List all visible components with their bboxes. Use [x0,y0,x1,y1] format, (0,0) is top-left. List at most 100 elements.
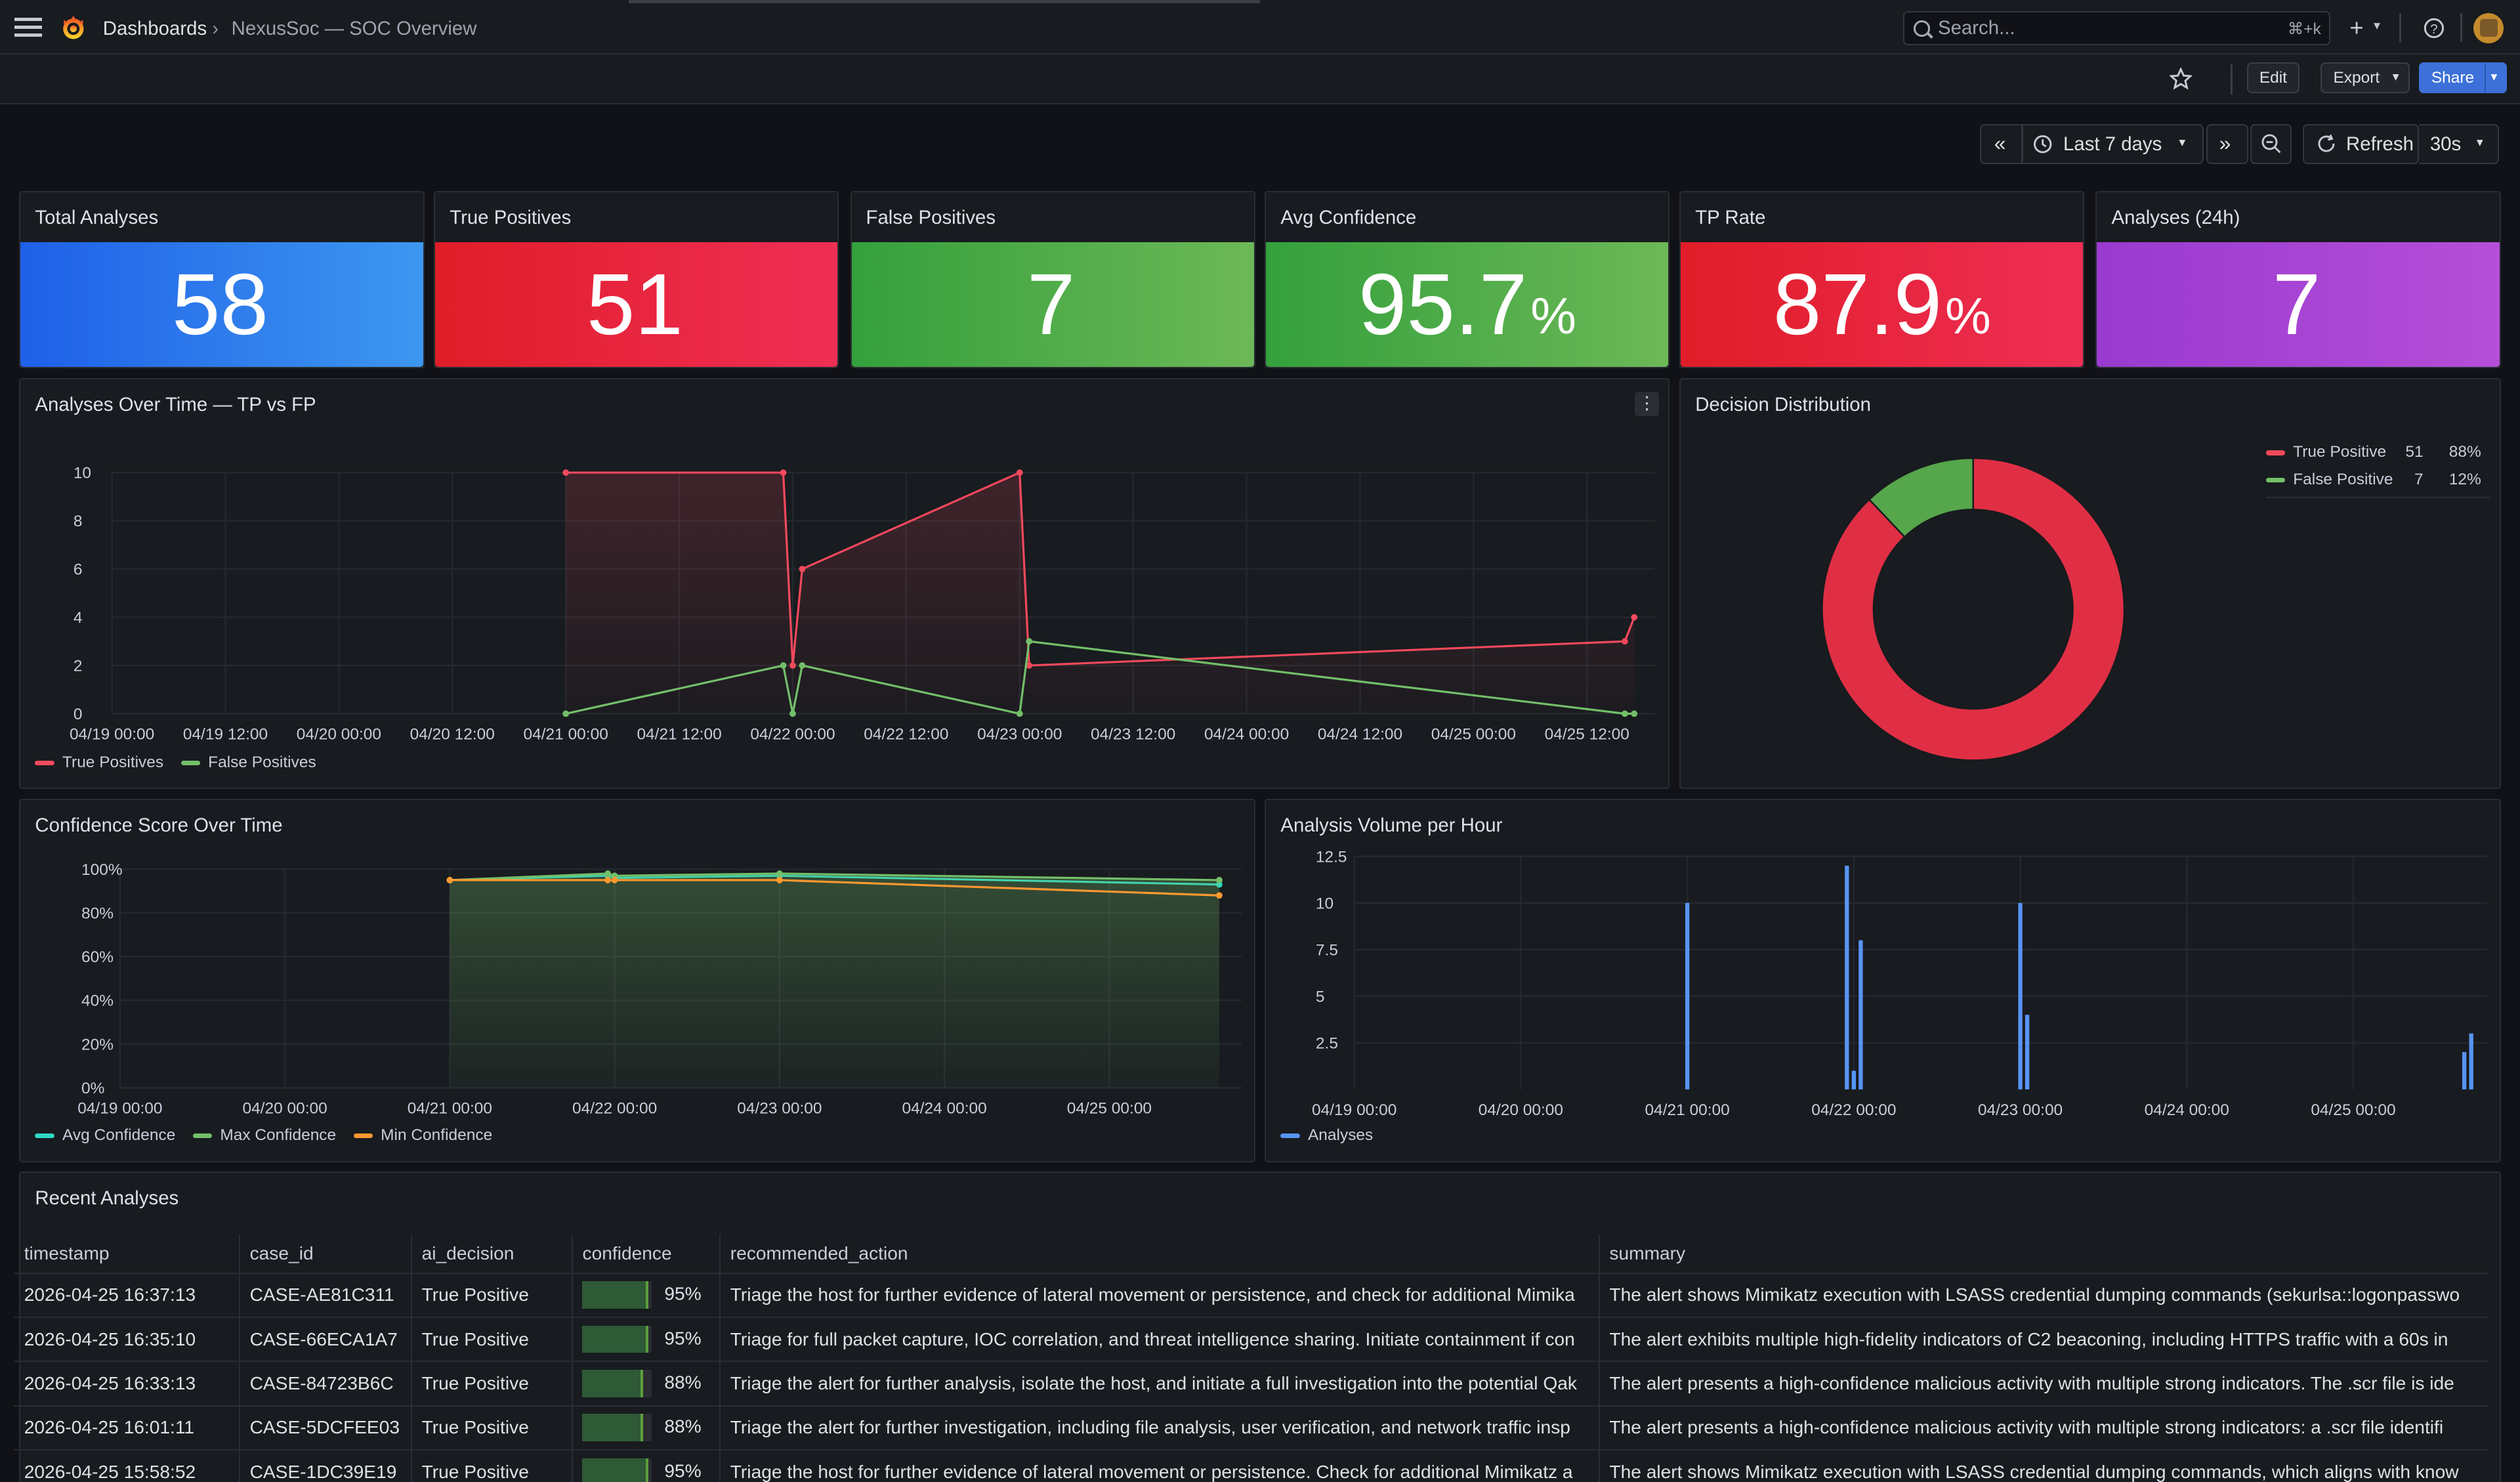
table-row[interactable]: 2026-04-25 16:33:13 CASE-84723B6C True Pos… [14,1361,2488,1406]
bar [2018,902,2023,1090]
refresh-interval-label: 30s [2429,133,2462,155]
cell-summary: The alert presents a high-confidence mal… [1599,1405,2488,1450]
dashboard-toolbar: Edit Export ▾ Share ▾ [0,54,2520,105]
breadcrumb-separator: › [212,17,219,39]
search-input[interactable]: Search... ⌘+k [1902,11,2330,45]
stat-value-area: 7 [2097,242,2500,367]
x-tick-label: 04/25 12:00 [1545,725,1629,743]
data-point [1631,614,1638,620]
stat-panel[interactable]: Total Analyses 58 [19,191,425,368]
time-range-label: Last 7 days [2063,133,2162,155]
stat-title: TP Rate [1695,207,1766,229]
data-point [446,877,453,883]
legend-value: 7 [2414,471,2424,489]
y-tick-label: 2.5 [1316,1035,1338,1053]
panel-title: Decision Distribution [1695,393,1871,415]
confidence-chart-panel[interactable]: Confidence Score Over Time 04/19 00:00 04… [19,799,1255,1162]
share-button[interactable]: Share [2418,62,2487,93]
x-tick-label: 04/21 00:00 [1645,1101,1730,1119]
cell-summary: The alert exhibits multiple high-fidelit… [1599,1316,2488,1362]
share-menu-button[interactable]: ▾ [2485,62,2508,93]
column-header[interactable]: case_id [239,1234,412,1273]
table-row[interactable]: 2026-04-25 16:35:10 CASE-66ECA1A7 True Pos… [14,1316,2488,1362]
search-placeholder: Search... [1938,17,2015,39]
star-icon[interactable] [2170,67,2193,90]
stat-unit: % [1530,286,1576,345]
divider [2460,12,2462,42]
cell-ai-decision: True Positive [411,1405,573,1450]
x-tick-label: 04/22 00:00 [751,725,835,743]
refresh-label: Refresh [2346,133,2414,155]
panel-menu-icon[interactable]: ⋮ [1635,392,1659,416]
legend-item[interactable]: False Positive 7 12% [2265,471,2491,498]
cell-confidence: 95% [572,1272,721,1317]
data-point [562,709,570,717]
zoom-out-button[interactable] [2250,123,2292,164]
legend-item[interactable]: Avg Confidence [35,1126,175,1144]
stat-panel[interactable]: TP Rate 87.9% [1679,191,2085,368]
stat-panel[interactable]: False Positives 7 [850,191,1255,368]
x-tick-label: 04/24 00:00 [902,1100,987,1118]
legend-item[interactable]: True Positives [35,753,163,771]
table-row[interactable]: 2026-04-25 16:37:13 CASE-AE81C311 True Pos… [14,1272,2488,1317]
cell-ai-decision: True Positive [411,1449,573,1482]
decision-pie-panel[interactable]: Decision Distribution True Positive 51 8… [1679,377,2501,790]
volume-chart-panel[interactable]: Analysis Volume per Hour 04/19 00:00 04/2… [1265,799,2501,1162]
help-icon[interactable]: ? [2424,18,2445,39]
table-row[interactable]: 2026-04-25 15:58:52 CASE-1DC39E19 True Pos… [14,1449,2488,1482]
confidence-value: 88% [664,1416,702,1437]
export-button[interactable]: Export ▾ [2320,62,2410,93]
time-picker[interactable]: « Last 7 days ▾ [1980,123,2204,164]
avatar[interactable] [2473,12,2504,44]
column-header[interactable]: timestamp [14,1234,240,1273]
chevron-down-icon[interactable]: ▾ [2374,18,2380,33]
y-tick-label: 40% [81,992,114,1010]
cell-summary: The alert shows Mimikatz execution with … [1599,1272,2488,1317]
data-point [789,709,797,717]
tpfp-chart-panel[interactable]: Analyses Over Time — TP vs FP ⋮ 04/19 00… [19,377,1670,790]
legend-item[interactable]: Max Confidence [192,1126,336,1144]
breadcrumb-dashboards[interactable]: Dashboards [102,17,207,39]
x-tick-label: 04/24 00:00 [2145,1101,2229,1119]
refresh-button[interactable]: Refresh [2303,123,2419,164]
x-tick-label: 04/21 12:00 [637,725,722,743]
column-header[interactable]: recommended_action [720,1234,1600,1273]
data-point [562,469,570,476]
series-area [450,874,1220,1088]
y-tick-label: 20% [81,1036,114,1053]
add-icon[interactable]: + [2349,14,2364,42]
legend-label: True Positives [62,753,164,772]
chevron-down-icon: ▾ [2476,135,2483,150]
grafana-logo-icon[interactable] [60,14,87,42]
breadcrumb-current: NexusSoc — SOC Overview [231,17,477,39]
menu-icon[interactable] [14,14,42,39]
bar [1858,940,1863,1090]
legend-item[interactable]: True Positive 51 88% [2265,443,2491,471]
table-row[interactable]: 2026-04-25 16:01:11 CASE-5DCFEE03 True Pos… [14,1405,2488,1450]
edit-button[interactable]: Edit [2246,62,2300,93]
refresh-interval-picker[interactable]: 30s ▾ [2418,123,2500,164]
cell-recommended-action: Triage the host for further evidence of … [720,1272,1600,1317]
legend-item[interactable]: False Positives [180,753,316,771]
stat-panel[interactable]: Avg Confidence 95.7% [1265,191,1670,368]
column-header[interactable]: confidence [572,1234,721,1273]
legend-item[interactable]: Min Confidence [353,1126,492,1144]
column-header[interactable]: ai_decision [411,1234,573,1273]
legend-value: 51 [2405,443,2424,461]
series-line [566,471,1636,667]
confidence-value: 95% [664,1460,702,1481]
cell-case-id: CASE-84723B6C [239,1361,412,1406]
cell-recommended-action: Triage the alert for further analysis, i… [720,1361,1600,1406]
x-tick-label: 04/20 00:00 [1479,1101,1563,1119]
table-header-row: timestamp case_id ai_decision confidence… [14,1234,2488,1273]
stat-value: 51 [586,256,683,354]
stat-panel[interactable]: Analyses (24h) 7 [2095,191,2501,368]
legend-item[interactable]: Analyses [1280,1126,1373,1144]
time-back-icon[interactable]: « [1994,131,2006,156]
y-tick-label: 0% [81,1080,104,1097]
stat-panel[interactable]: True Positives 51 [434,191,839,368]
column-header[interactable]: summary [1609,1242,1686,1263]
time-forward-button[interactable]: » [2206,123,2249,164]
divider [2399,12,2401,42]
stat-value: 95.7 [1358,256,1528,354]
